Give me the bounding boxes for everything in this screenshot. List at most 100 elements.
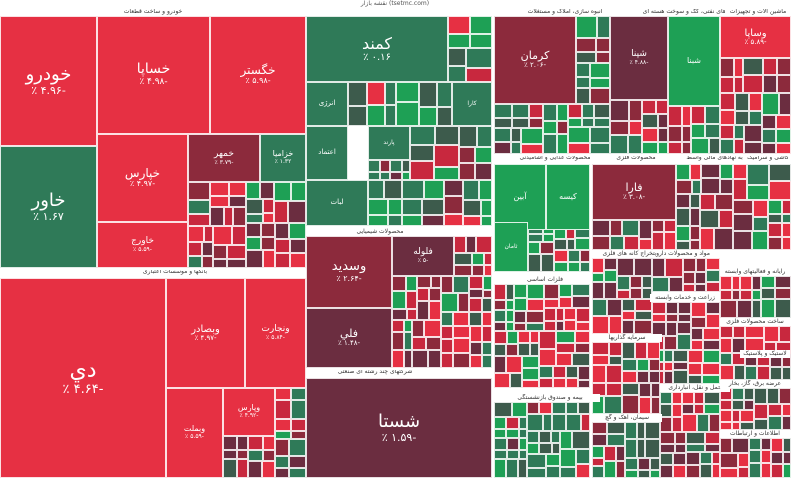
stock-tile[interactable] [506, 429, 519, 438]
stock-tile[interactable] [592, 365, 606, 383]
stock-tile[interactable] [752, 231, 768, 250]
stock-tile-4[interactable]: خپارس -۴.۹۷ ٪ [97, 134, 188, 222]
stock-tile[interactable] [629, 100, 642, 121]
stock-tile[interactable] [592, 355, 609, 365]
stock-tile[interactable] [448, 66, 466, 82]
stock-tile[interactable] [202, 242, 213, 256]
stock-tile[interactable] [506, 322, 514, 331]
stock-tile[interactable] [210, 207, 224, 226]
stock-tile[interactable] [782, 404, 791, 416]
stock-tile[interactable] [754, 404, 768, 419]
stock-tile[interactable] [683, 258, 696, 272]
stock-tile[interactable] [635, 311, 652, 320]
stock-tile[interactable] [720, 410, 732, 422]
stock-tile[interactable] [703, 340, 720, 350]
stock-tile[interactable] [463, 216, 481, 226]
stock-tile[interactable] [553, 378, 566, 388]
stock-tile[interactable] [694, 392, 704, 404]
stock-tile[interactable] [472, 265, 484, 276]
stock-tile[interactable] [616, 461, 625, 478]
stock-tile[interactable] [775, 299, 791, 318]
stock-tile[interactable] [749, 111, 762, 125]
stock-tile[interactable] [777, 58, 791, 75]
stock-tile[interactable] [519, 450, 527, 459]
stock-tile[interactable] [528, 242, 540, 254]
stock-tile[interactable] [469, 276, 483, 289]
stock-tile[interactable] [660, 392, 672, 404]
stock-tile[interactable] [469, 312, 482, 326]
stock-tile[interactable] [596, 52, 610, 63]
stock-tile[interactable] [556, 353, 572, 366]
stock-tile[interactable] [582, 118, 594, 127]
stock-tile[interactable] [213, 226, 232, 245]
stock-tile[interactable] [511, 128, 521, 142]
stock-tile[interactable] [691, 340, 703, 350]
stock-tile[interactable] [690, 226, 700, 240]
stock-tile[interactable] [263, 250, 275, 268]
stock-tile[interactable] [720, 438, 732, 453]
stock-tile[interactable] [404, 320, 412, 332]
stock-tile[interactable] [720, 300, 737, 318]
stock-tile[interactable] [635, 342, 647, 359]
stock-tile[interactable] [709, 414, 720, 432]
stock-tile[interactable] [709, 138, 720, 154]
stock-tile[interactable] [734, 58, 743, 77]
stock-tile[interactable] [732, 338, 745, 353]
stock-tile[interactable] [246, 214, 263, 223]
stock-tile[interactable] [754, 419, 768, 430]
stock-tile[interactable] [715, 194, 733, 210]
stock-tile[interactable] [428, 350, 441, 368]
stock-tile[interactable] [469, 298, 482, 312]
stock-tile[interactable] [407, 309, 417, 320]
stock-tile[interactable] [754, 388, 767, 404]
stock-tile[interactable] [733, 214, 753, 231]
stock-tile[interactable] [274, 201, 288, 223]
stock-tile[interactable] [568, 127, 590, 143]
stock-tile[interactable] [696, 258, 706, 272]
stock-tile[interactable] [651, 397, 660, 414]
stock-tile[interactable] [223, 459, 237, 478]
stock-tile[interactable] [701, 178, 720, 194]
stock-tile[interactable] [557, 121, 568, 134]
stock-tile[interactable] [233, 207, 246, 226]
stock-tile[interactable] [494, 344, 506, 356]
stock-tile[interactable] [720, 77, 734, 93]
stock-tile[interactable] [275, 239, 290, 253]
stock-tile[interactable] [348, 106, 367, 126]
stock-tile[interactable] [777, 75, 791, 93]
stock-tile[interactable] [213, 245, 227, 259]
stock-tile[interactable] [610, 121, 629, 135]
stock-tile[interactable] [572, 431, 590, 449]
stock-tile[interactable] [275, 388, 291, 400]
stock-tile[interactable] [691, 302, 706, 317]
stock-tile[interactable] [606, 365, 622, 383]
stock-tile[interactable] [482, 342, 492, 355]
stock-tile[interactable] [761, 288, 775, 299]
stock-tile[interactable] [652, 314, 666, 322]
stock-tile[interactable] [720, 422, 732, 430]
stock-tile[interactable] [453, 338, 470, 353]
stock-tile[interactable] [647, 342, 660, 359]
stock-tile[interactable] [676, 180, 692, 194]
stock-tile[interactable] [188, 226, 204, 242]
stock-tile[interactable] [678, 314, 691, 322]
stock-tile[interactable] [246, 237, 261, 250]
stock-tile[interactable] [448, 34, 470, 48]
stock-tile[interactable] [556, 343, 575, 353]
stock-tile[interactable] [592, 422, 607, 434]
stock-tile[interactable] [572, 296, 590, 308]
stock-tile[interactable] [261, 237, 275, 250]
stock-tile[interactable] [522, 368, 539, 380]
stock-tile[interactable] [592, 466, 604, 478]
stock-tile-20[interactable]: شبنا [668, 16, 720, 106]
stock-tile[interactable] [368, 199, 388, 215]
stock-tile-21[interactable]: فارا -۳.۰۸ ٪ [592, 164, 676, 220]
stock-tile[interactable] [610, 135, 628, 154]
stock-tile[interactable] [761, 450, 771, 463]
stock-tile[interactable] [665, 258, 683, 277]
stock-tile[interactable] [732, 290, 740, 300]
stock-tile-18[interactable]: کرمان -۲.۰۶ ٪ [494, 16, 576, 104]
stock-tile[interactable] [676, 194, 690, 208]
stock-tile[interactable] [576, 63, 590, 77]
stock-tile[interactable] [752, 276, 761, 290]
